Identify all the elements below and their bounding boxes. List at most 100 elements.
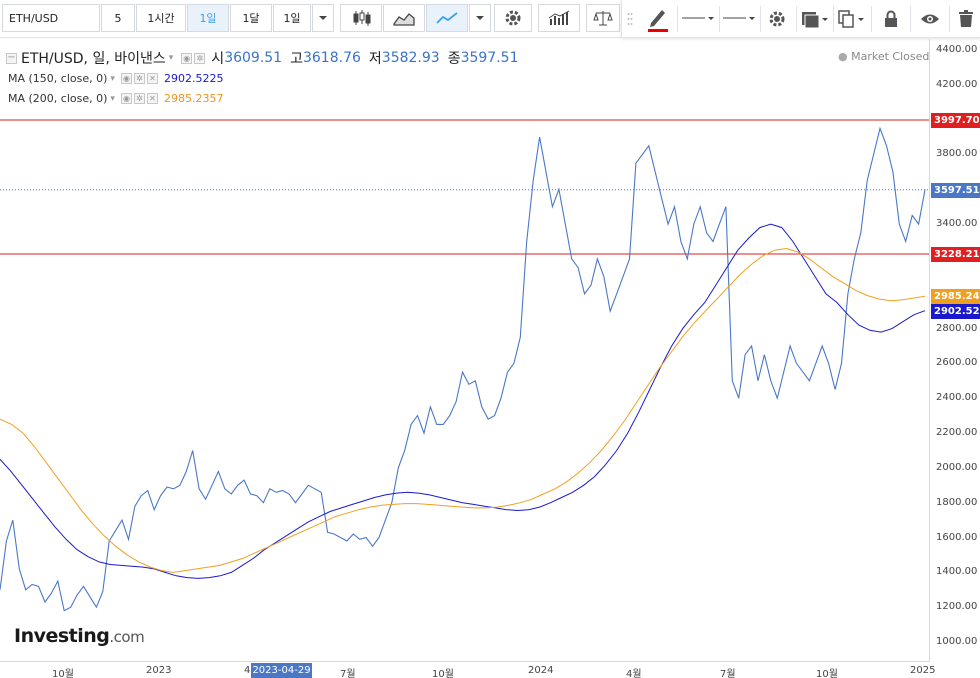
ma150-value: 2902.5225 — [163, 72, 224, 85]
drag-handle[interactable] — [626, 6, 634, 32]
interval-1mo-label: 1달 — [242, 12, 260, 25]
high-value: 3618.76 — [302, 50, 361, 66]
interval-1h-label: 1시간 — [147, 12, 175, 25]
chevron-down-icon[interactable]: ▾ — [110, 93, 115, 104]
price-marker-label: 2985.24 — [931, 289, 980, 305]
low-value: 3582.93 — [381, 50, 440, 66]
interval-1h-button[interactable]: 1시간 — [136, 4, 186, 32]
chart-type-dropdown-button[interactable] — [469, 4, 491, 32]
eye-toggle-icon[interactable]: ◉ — [120, 73, 132, 84]
interval-dropdown-button[interactable] — [312, 4, 334, 32]
line-width-icon — [723, 17, 755, 20]
legend-ma200-row: MA (200, close, 0) ▾ ◉ ✲ ✕ 2985.2357 — [8, 92, 223, 105]
price-chart[interactable] — [0, 39, 930, 661]
indicators-button[interactable] — [538, 4, 580, 32]
price-marker-label: 3228.21 — [931, 247, 980, 263]
close-label: 종 — [447, 51, 461, 67]
time-tick-label: 2024 — [528, 665, 554, 676]
logo-suffix: .com — [109, 628, 145, 646]
price-tick-label: 4400.00 — [936, 44, 978, 55]
copy-button[interactable] — [835, 6, 867, 32]
pencil-icon — [648, 10, 668, 32]
scale-icon — [593, 11, 613, 26]
time-axis[interactable]: 10월 2023 4 7월 10월 2024 4월 7월 10월 2025 — [0, 661, 935, 678]
price-tick-label: 1600.00 — [936, 531, 978, 543]
legend-title: ETH/USD, 일, 바이낸스 — [21, 51, 166, 67]
chevron-down-icon[interactable]: ▾ — [168, 53, 174, 63]
ma200-value: 2985.2357 — [163, 92, 224, 105]
line-style-icon — [682, 17, 714, 20]
chevron-down-icon[interactable]: ▾ — [110, 73, 115, 84]
line-width-button[interactable] — [721, 6, 757, 32]
eye-toggle-icon[interactable]: ◉ — [120, 93, 132, 104]
time-tick-label: 7월 — [340, 669, 356, 678]
drawing-settings-button[interactable] — [762, 6, 792, 32]
lock-button[interactable] — [876, 6, 906, 32]
legend-ma150-row: MA (150, close, 0) ▾ ◉ ✲ ✕ 2902.5225 — [8, 72, 223, 85]
price-tick-label: 1000.00 — [936, 636, 978, 647]
area-chart-button[interactable] — [383, 4, 425, 32]
price-tick-label: 3800.00 — [936, 148, 978, 160]
price-tick-label: 3400.00 — [936, 218, 978, 230]
chart-plot-area[interactable] — [0, 39, 930, 661]
price-tick-label: 2600.00 — [936, 357, 978, 369]
indicators-icon — [548, 10, 570, 25]
close-icon[interactable]: ✕ — [146, 73, 158, 84]
price-axis[interactable]: 4400.004200.004000.003800.003600.003400.… — [930, 39, 980, 661]
eye-toggle-icon[interactable]: ◉ — [181, 52, 193, 64]
price-tick-label: 1800.00 — [936, 496, 978, 508]
compare-button[interactable] — [586, 4, 620, 32]
logo-text: Investing — [14, 625, 110, 647]
line-chart-button[interactable] — [426, 4, 468, 32]
high-label: 고 — [290, 51, 303, 67]
close-value: 3597.51 — [460, 50, 519, 66]
lock-icon — [885, 10, 897, 27]
symbol-input[interactable]: ETH/USD — [2, 4, 100, 32]
price-tick-label: 2200.00 — [936, 427, 978, 439]
gear-small-icon[interactable]: ✲ — [194, 52, 206, 64]
time-tick-label: 4 — [244, 665, 251, 676]
gear-small-icon[interactable]: ✲ — [133, 93, 145, 104]
gear-icon — [505, 10, 521, 26]
price-tick-label: 4200.00 — [936, 78, 978, 90]
price-marker-label: 2902.52 — [931, 303, 980, 319]
time-tick-label: 7월 — [720, 669, 736, 678]
investing-logo: Investing.com — [14, 625, 145, 647]
grip-icon — [627, 13, 633, 25]
visibility-button[interactable] — [915, 6, 945, 32]
area-icon — [393, 13, 415, 26]
delete-drawing-button[interactable] — [954, 6, 978, 32]
price-marker-label: 3997.70 — [931, 113, 980, 129]
symbol-text: ETH/USD — [9, 11, 59, 25]
time-tick-label: 10월 — [816, 669, 838, 678]
time-tick-label: 10월 — [432, 669, 454, 678]
fill-button[interactable] — [798, 6, 830, 32]
interval-dropdown-value[interactable]: 1일 — [273, 4, 311, 32]
series-line-0 — [0, 126, 926, 612]
copy-icon — [838, 10, 864, 28]
market-status-text: Market Closed — [851, 50, 930, 63]
time-tick-label: 2023 — [146, 665, 172, 676]
line-style-button[interactable] — [680, 6, 716, 32]
candle-chart-button[interactable] — [340, 4, 382, 32]
market-status: ● Market Closed — [838, 50, 930, 63]
collapse-legend-button[interactable]: − — [6, 51, 17, 64]
top-toolbar: ETH/USD 5 1시간 1일 1달 1일 — [0, 0, 980, 38]
settings-icon — [769, 11, 785, 27]
price-tick-label: 2800.00 — [936, 322, 978, 334]
chart-settings-button[interactable] — [494, 4, 532, 32]
close-icon[interactable]: ✕ — [146, 93, 158, 104]
interval-1d-button[interactable]: 1일 — [187, 4, 229, 32]
chevron-down-icon — [476, 16, 484, 20]
ma150-label: MA (150, close, 0) — [8, 72, 108, 85]
series-line-2 — [0, 247, 926, 573]
line-icon — [436, 12, 458, 24]
interval-1mo-button[interactable]: 1달 — [230, 4, 272, 32]
pencil-color-button[interactable] — [642, 6, 672, 32]
candle-icon — [353, 10, 371, 26]
price-tick-label: 2000.00 — [936, 461, 978, 473]
time-tick-label: 10월 — [52, 669, 74, 678]
gear-small-icon[interactable]: ✲ — [133, 73, 145, 84]
interval-5-button[interactable]: 5 — [101, 4, 135, 32]
